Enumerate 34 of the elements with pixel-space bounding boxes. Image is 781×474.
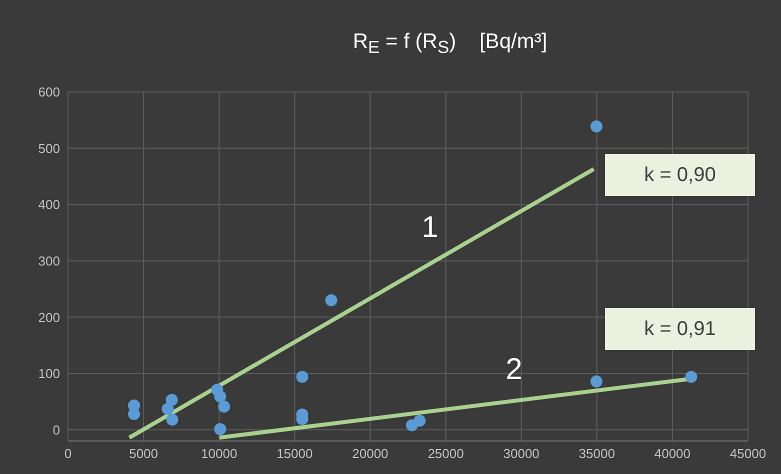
annotation: k = 0,91 — [643, 317, 717, 341]
x-tick-label: 25000 — [428, 446, 464, 462]
x-tick-label: 40000 — [654, 446, 691, 462]
annotation: k = 0,90 — [643, 163, 717, 187]
x-tick-label: 0 — [64, 446, 72, 462]
x-tick-label: 35000 — [578, 446, 615, 462]
x-tick-label: 15000 — [276, 446, 313, 462]
x-tick-label: 10000 — [201, 446, 238, 462]
y-tick-label: 300 — [38, 253, 60, 268]
annotation: 2 — [504, 352, 524, 388]
point — [590, 375, 602, 388]
y-tick-label: 500 — [38, 140, 60, 156]
y-tick-label: 400 — [38, 197, 60, 212]
y-tick-label: 600 — [38, 84, 60, 100]
y-tick-label: 100 — [38, 366, 60, 382]
point — [166, 414, 178, 426]
point — [325, 294, 338, 306]
x-tick-label: 20000 — [352, 446, 388, 462]
point — [218, 400, 230, 413]
point — [214, 423, 226, 436]
point — [414, 414, 426, 427]
point — [214, 390, 226, 403]
point — [162, 402, 174, 415]
point — [296, 370, 308, 383]
x-tick-label: 5000 — [129, 446, 158, 462]
annotation: 1 — [420, 210, 440, 246]
x-tick-label: 30000 — [503, 446, 540, 462]
x-tick-label: 45000 — [730, 446, 766, 462]
y-tick-label: 200 — [38, 310, 60, 325]
point — [166, 394, 178, 406]
chart-title: R$_{E}$ = f (R$_{S}$) [Bq/m³] — [352, 30, 548, 58]
point — [685, 370, 698, 383]
point — [590, 120, 602, 132]
y-tick-label: 0 — [52, 422, 60, 438]
